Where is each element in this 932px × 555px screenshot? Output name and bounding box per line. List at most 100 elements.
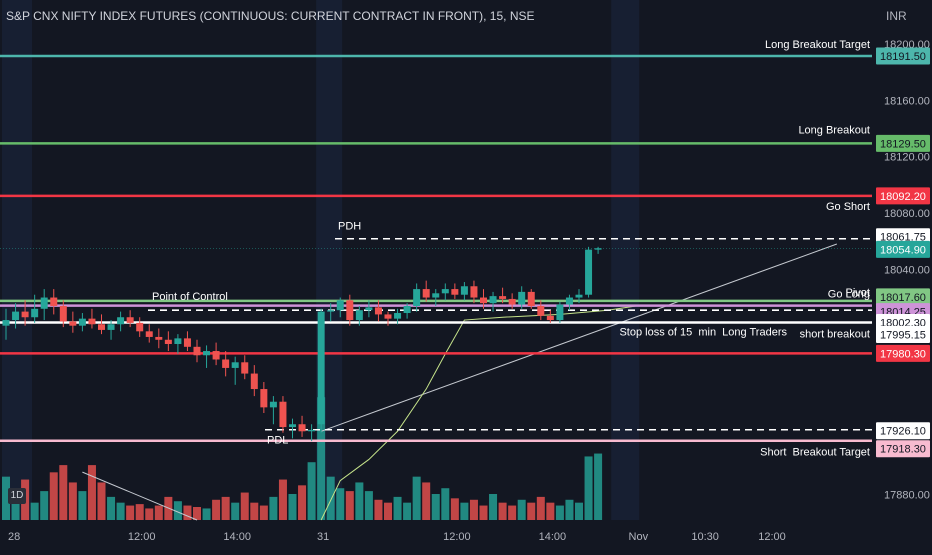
volume-bar xyxy=(116,502,125,520)
candle-body xyxy=(394,313,402,319)
candle-body xyxy=(422,289,430,298)
time-tick-label: Nov xyxy=(629,531,649,543)
volume-bar xyxy=(212,499,221,520)
price-tag-label: 17980.30 xyxy=(880,348,926,360)
volume-bar xyxy=(78,491,87,520)
level-label: PDL xyxy=(267,435,288,447)
volume-bar xyxy=(422,482,431,520)
candle-body xyxy=(594,248,602,250)
volume-bar xyxy=(59,465,68,520)
volume-bar xyxy=(565,499,574,520)
candle-body xyxy=(355,310,363,321)
candle-body xyxy=(145,331,153,337)
volume-bar xyxy=(221,496,230,520)
time-tick-label: 28 xyxy=(8,531,20,543)
volume-bar xyxy=(546,502,555,520)
price-tag xyxy=(876,47,930,65)
level-label: Stop loss of 15 min Long Traders xyxy=(619,326,787,338)
level-label: Long Breakout xyxy=(798,124,870,136)
volume-bar xyxy=(135,504,144,520)
candle-body xyxy=(451,289,459,295)
volume-bar xyxy=(575,502,583,520)
candle-body xyxy=(174,338,182,344)
price-tag-label: 18191.50 xyxy=(880,51,926,63)
time-axis-bg xyxy=(0,522,932,550)
price-tag-label: 18129.50 xyxy=(880,138,926,150)
volume-bar xyxy=(250,502,259,520)
candle-body xyxy=(69,321,77,326)
candle-body xyxy=(88,318,96,325)
volume-bar xyxy=(536,496,545,520)
candle-body xyxy=(365,307,373,311)
volume-bar xyxy=(345,491,354,520)
price-tag-label: 17926.10 xyxy=(880,426,926,438)
timeframe-badge[interactable]: 1D xyxy=(8,488,26,504)
candle-body xyxy=(117,317,125,325)
volume-bar xyxy=(154,505,163,520)
time-tick-label: 12:00 xyxy=(128,531,156,543)
volume-bar xyxy=(355,482,364,520)
volume-bar xyxy=(30,502,39,520)
level-label: Pivot xyxy=(846,287,870,299)
candle-body xyxy=(374,307,382,315)
volume-bar xyxy=(431,494,440,520)
candle-body xyxy=(212,351,220,360)
candle-body xyxy=(508,298,516,305)
price-tag-label: 17995.15 xyxy=(880,330,926,342)
volume-bar xyxy=(517,499,526,520)
candle-body xyxy=(59,305,67,322)
candle-body xyxy=(136,322,144,332)
candle-body xyxy=(585,249,593,295)
volume-bar xyxy=(441,488,450,520)
candle-body xyxy=(518,291,526,305)
level-label: Go Short xyxy=(826,201,870,213)
trendline xyxy=(82,471,198,521)
candle-body xyxy=(289,424,296,428)
volume-bar xyxy=(87,465,96,520)
candle-body xyxy=(279,401,287,428)
candle-body xyxy=(250,373,258,390)
volume-bar xyxy=(11,494,20,520)
price-tag xyxy=(876,240,930,258)
candle-body xyxy=(403,305,411,314)
price-axis-bg xyxy=(874,0,932,550)
price-tag xyxy=(876,440,930,458)
volume-bar xyxy=(126,505,135,520)
candle-body xyxy=(12,311,20,321)
volume-bar xyxy=(393,496,402,520)
candle-body xyxy=(489,296,497,304)
candle-body xyxy=(565,297,573,305)
price-tag-label: 18017.60 xyxy=(880,292,926,304)
price-tick-label: 18120.00 xyxy=(884,152,930,164)
price-tag xyxy=(876,326,930,344)
candle-body xyxy=(126,317,134,323)
time-tick-label: 12:00 xyxy=(758,531,786,543)
volume-bar xyxy=(231,502,240,520)
volume-bar xyxy=(307,462,316,520)
candle-body xyxy=(269,401,277,408)
candle-body xyxy=(413,289,421,306)
price-tick-label: 18040.00 xyxy=(884,264,930,276)
symbol-title[interactable]: S&P CNX NIFTY INDEX FUTURES (CONTINUOUS:… xyxy=(6,9,535,23)
volume-bar xyxy=(259,505,268,520)
candle-body xyxy=(78,318,86,326)
candle-body xyxy=(480,297,487,304)
candle-body xyxy=(575,294,583,298)
level-label: Point of Control xyxy=(152,291,228,303)
candle-body xyxy=(499,296,507,299)
candle-body xyxy=(470,286,478,298)
volume-bar xyxy=(317,397,326,520)
level-label: Long Breakout Target xyxy=(765,39,870,51)
volume-bar xyxy=(202,508,211,520)
volume-bar xyxy=(364,491,373,520)
volume-bar xyxy=(298,485,307,520)
candle-body xyxy=(260,389,268,408)
session-band xyxy=(611,0,640,520)
candle-body xyxy=(441,289,449,294)
candle-body xyxy=(460,286,468,295)
candle-body xyxy=(308,429,316,432)
candle-body xyxy=(50,297,58,306)
volume-bar xyxy=(450,498,459,520)
